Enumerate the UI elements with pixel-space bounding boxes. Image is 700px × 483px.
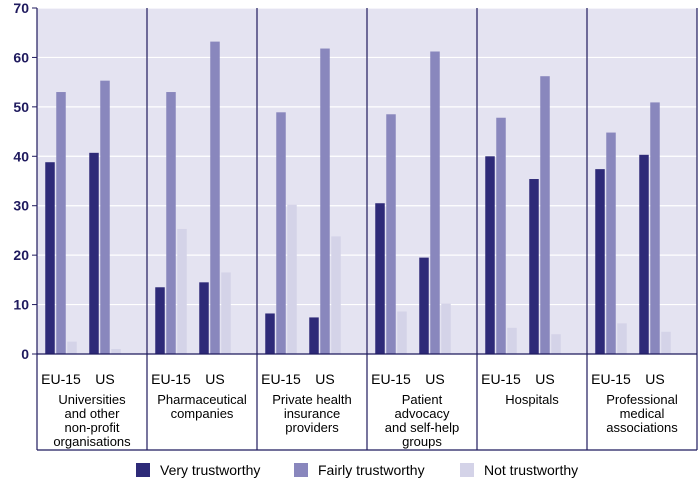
bar-fairly-trustworthy xyxy=(276,112,286,355)
subcategory-label: EU-15 xyxy=(591,371,631,387)
bar-fairly-trustworthy xyxy=(386,114,396,355)
bar-not-trustworthy xyxy=(617,323,627,354)
subcategory-label: EU-15 xyxy=(371,371,411,387)
subcategory-label: EU-15 xyxy=(41,371,81,387)
bar-very-trustworthy xyxy=(89,152,99,354)
subcategory-label: EU-15 xyxy=(151,371,191,387)
bar-fairly-trustworthy xyxy=(496,117,506,354)
legend-swatch xyxy=(460,463,474,477)
subcategory-label: US xyxy=(315,371,334,387)
bar-not-trustworthy xyxy=(661,331,671,354)
bar-very-trustworthy xyxy=(265,313,275,354)
bar-not-trustworthy xyxy=(507,327,517,354)
bar-not-trustworthy xyxy=(441,303,451,354)
group-label: and other xyxy=(65,406,121,421)
subcategory-label: US xyxy=(95,371,114,387)
bar-not-trustworthy xyxy=(67,341,77,354)
bar-not-trustworthy xyxy=(177,228,187,354)
legend-swatch xyxy=(136,463,150,477)
group-label: medical xyxy=(620,406,665,421)
bar-very-trustworthy xyxy=(529,179,539,354)
bar-fairly-trustworthy xyxy=(430,51,440,355)
group-label: associations xyxy=(606,420,678,435)
y-tick-label: 60 xyxy=(13,49,29,65)
bar-very-trustworthy xyxy=(639,154,649,354)
group-label: Pharmaceutical xyxy=(157,392,247,407)
subcategory-label: US xyxy=(535,371,554,387)
legend-swatch xyxy=(294,463,308,477)
bar-not-trustworthy xyxy=(221,272,231,354)
subcategory-label: US xyxy=(205,371,224,387)
bar-not-trustworthy xyxy=(551,334,561,354)
bar-not-trustworthy xyxy=(111,349,121,354)
y-tick-label: 0 xyxy=(21,346,29,362)
bar-very-trustworthy xyxy=(485,156,495,354)
bar-not-trustworthy xyxy=(331,236,341,354)
bar-very-trustworthy xyxy=(309,317,319,354)
bar-very-trustworthy xyxy=(375,203,385,354)
bar-very-trustworthy xyxy=(595,169,605,354)
y-tick-label: 70 xyxy=(13,0,29,16)
y-tick-label: 50 xyxy=(13,99,29,115)
bar-very-trustworthy xyxy=(45,162,55,354)
subcategory-label: US xyxy=(645,371,664,387)
group-label: providers xyxy=(285,420,339,435)
subcategory-label: US xyxy=(425,371,444,387)
group-label: insurance xyxy=(284,406,340,421)
y-tick-label: 40 xyxy=(13,148,29,164)
bar-very-trustworthy xyxy=(199,282,209,354)
bar-not-trustworthy xyxy=(397,311,407,354)
bar-fairly-trustworthy xyxy=(210,41,220,355)
bar-not-trustworthy xyxy=(287,204,297,354)
bar-fairly-trustworthy xyxy=(320,48,330,354)
group-label: advocacy xyxy=(395,406,450,421)
group-label: non-profit xyxy=(65,420,120,435)
legend-label: Very trustworthy xyxy=(160,462,260,478)
subcategory-label: EU-15 xyxy=(481,371,521,387)
group-label: groups xyxy=(402,434,442,449)
group-label: companies xyxy=(171,406,234,421)
group-label: organisations xyxy=(53,434,131,449)
legend-label: Not trustworthy xyxy=(484,462,578,478)
group-label: Private health xyxy=(272,392,352,407)
group-label: and self-help xyxy=(385,420,459,435)
group-label: Professional xyxy=(606,392,678,407)
subcategory-label: EU-15 xyxy=(261,371,301,387)
bar-fairly-trustworthy xyxy=(166,92,176,355)
y-tick-label: 20 xyxy=(13,247,29,263)
bar-fairly-trustworthy xyxy=(606,132,616,354)
legend-label: Fairly trustworthy xyxy=(318,462,425,478)
bar-very-trustworthy xyxy=(419,257,429,354)
y-tick-label: 30 xyxy=(13,198,29,214)
bar-fairly-trustworthy xyxy=(56,92,66,355)
group-label: Universities xyxy=(58,392,126,407)
group-label: Hospitals xyxy=(505,392,559,407)
bar-fairly-trustworthy xyxy=(100,80,110,354)
bar-very-trustworthy xyxy=(155,287,165,354)
bar-fairly-trustworthy xyxy=(650,102,660,354)
bar-fairly-trustworthy xyxy=(540,76,550,354)
y-tick-label: 10 xyxy=(13,297,29,313)
group-label: Patient xyxy=(402,392,443,407)
